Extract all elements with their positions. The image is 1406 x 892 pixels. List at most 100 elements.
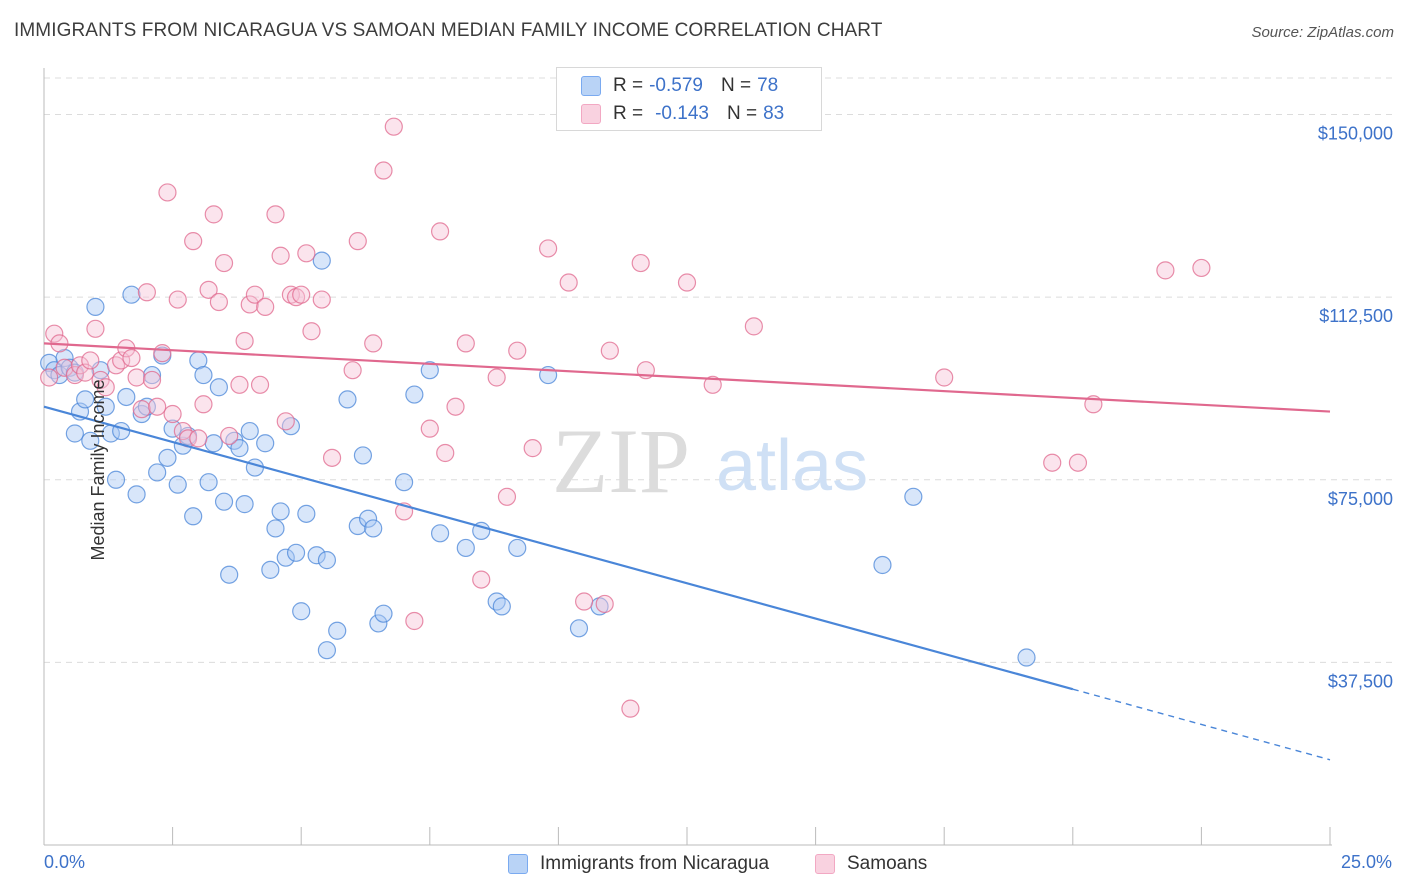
nicaragua-point: [127, 485, 146, 504]
samoan-point: [276, 412, 295, 431]
samoan-point: [256, 297, 275, 316]
nicaragua-point: [194, 365, 213, 385]
nicaragua-point: [81, 431, 100, 450]
nicaragua-point: [364, 519, 383, 538]
nicaragua-point: [328, 621, 347, 640]
nicaragua-point: [214, 492, 234, 511]
samoan-point: [142, 370, 162, 390]
samoan-point: [184, 232, 203, 251]
legend-n-label: N =: [726, 103, 758, 124]
correlation-legend: R = -0.579 N = 78 R = -0.143 N = 83: [556, 67, 822, 131]
samoan-point: [127, 368, 146, 387]
nicaragua-point: [148, 463, 167, 482]
samoan-point: [703, 375, 722, 394]
bottom-legend-samoans[interactable]: Samoans: [815, 852, 927, 876]
nicaragua-point: [184, 507, 203, 526]
nicaragua-point: [353, 446, 373, 465]
nicaragua-point: [430, 524, 450, 543]
x-axis-max-label: 25.0%: [1340, 852, 1392, 872]
y-axis-label: Median Family Income: [88, 379, 109, 561]
nicaragua-point: [312, 251, 331, 270]
nicaragua-point: [220, 565, 239, 584]
legend-r-label: R =: [613, 75, 644, 96]
trend-lines: [43, 342, 1331, 761]
gridlines: [44, 77, 1392, 663]
nicaragua-point: [96, 397, 115, 416]
nicaragua-point: [209, 378, 228, 397]
samoan-point: [420, 419, 439, 438]
samoan-point: [163, 404, 182, 424]
nicaragua-point: [873, 555, 892, 575]
samoan-point: [595, 594, 614, 614]
nicaragua-point: [112, 421, 131, 441]
nicaragua-point: [168, 475, 187, 494]
nicaragua-point: [65, 424, 84, 443]
y-tick-label: $37,500: [1328, 671, 1393, 691]
watermark-atlas: atlas: [716, 426, 868, 506]
samoan-point: [230, 375, 249, 394]
legend-row-samoans: R = -0.143 N = 83: [581, 102, 784, 126]
samoan-point: [199, 280, 218, 299]
samoan-point: [81, 351, 100, 370]
samoan-point: [214, 253, 234, 273]
samoan-point: [153, 344, 172, 363]
nicaragua-point: [348, 516, 367, 536]
samoan-point: [343, 361, 362, 380]
legend-r-value: -0.143: [655, 103, 709, 124]
nicaragua-point: [405, 385, 424, 404]
samoan-point: [523, 439, 542, 458]
legend-n-label: N =: [720, 75, 752, 96]
bottom-legend-swatch-pink: [815, 854, 835, 874]
samoan-point: [405, 611, 424, 631]
nicaragua-point: [256, 434, 275, 453]
samoan-point: [1192, 258, 1211, 278]
samoan-point: [40, 368, 59, 387]
samoan-point: [132, 400, 151, 419]
bottom-legend-nicaragua[interactable]: Immigrants from Nicaragua: [508, 852, 769, 876]
nicaragua-point: [456, 538, 475, 558]
legend-r-label: R =: [613, 103, 644, 124]
nicaragua-point: [76, 390, 95, 409]
nicaragua-point: [230, 439, 249, 458]
bottom-legend-label: Immigrants from Nicaragua: [540, 853, 770, 874]
samoan-trend-line: [43, 342, 1331, 413]
samoan-point: [96, 378, 115, 397]
nicaragua-point: [240, 421, 259, 441]
samoan-point: [487, 368, 506, 387]
samoan-point: [245, 285, 265, 304]
samoan-point: [348, 232, 367, 251]
samoan-point: [292, 285, 311, 304]
samoan-point: [137, 283, 156, 302]
samoan-point: [209, 292, 228, 312]
samoan-point: [600, 341, 619, 360]
nicaragua-point: [420, 361, 439, 380]
samoan-point: [297, 244, 316, 263]
samoan-point: [744, 317, 763, 336]
legend-swatch-pink: [581, 104, 601, 124]
legend-r-value: -0.579: [649, 75, 703, 96]
samoan-point: [559, 273, 578, 292]
nicaragua-point: [369, 614, 388, 633]
samoan-point: [45, 324, 64, 343]
source-label: Source: ZipAtlas.com: [1251, 24, 1394, 41]
nicaragua-point: [276, 548, 295, 567]
nicaragua-point: [338, 390, 357, 409]
nicaragua-point: [142, 365, 162, 385]
nicaragua-point: [204, 434, 223, 453]
watermark-zip: ZIP: [552, 410, 690, 512]
nicaragua-point: [492, 597, 511, 616]
legend-swatch-blue: [581, 76, 601, 96]
nicaragua-point: [117, 387, 136, 407]
nicaragua-point: [266, 519, 285, 538]
samoan-point: [240, 295, 259, 314]
samoan-point: [148, 397, 167, 416]
nicaragua-point: [286, 543, 306, 562]
samoan-point: [271, 246, 290, 265]
samoan-point: [1068, 453, 1088, 472]
samoan-point: [364, 334, 383, 353]
axes: [43, 68, 1332, 846]
y-tick-label: $112,500: [1319, 306, 1393, 326]
bottom-legend-label: Samoans: [847, 853, 928, 874]
y-tick-label: $75,000: [1328, 489, 1393, 509]
samoan-point: [86, 319, 105, 338]
